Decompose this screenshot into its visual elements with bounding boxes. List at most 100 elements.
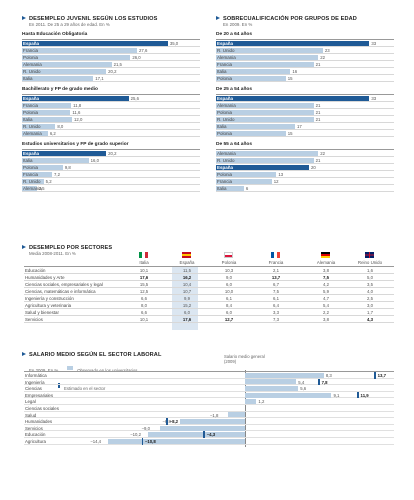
table-cell: 4,0 bbox=[367, 289, 373, 294]
bar bbox=[22, 164, 63, 171]
group-heading: Estudios universitarios y FP de grado su… bbox=[22, 142, 129, 147]
bar-row: Polonia 21 bbox=[216, 109, 394, 116]
table-row: Salud y bienestar 6,6 6,0 6,0 3,3 2,2 1,7 bbox=[24, 309, 394, 316]
bar-label: Alemania bbox=[217, 55, 236, 60]
bar-row: Alemania 21 bbox=[216, 102, 394, 109]
bar-row: Italia 16,0 bbox=[22, 157, 200, 164]
table-cell: 6,0 bbox=[226, 282, 232, 287]
bar-label: Italia bbox=[217, 124, 227, 129]
bar bbox=[216, 116, 314, 123]
bar bbox=[216, 164, 309, 171]
salary-row: Salud −1,8 bbox=[24, 412, 394, 419]
bar-value: 20,2 bbox=[108, 69, 117, 74]
bar bbox=[216, 102, 314, 109]
observed-value: 9,1 bbox=[333, 392, 340, 398]
table-row: Humanidades y Arte 17,6 16,2 9,0 13,7 7,5 5,0 bbox=[24, 274, 394, 281]
bar-group: De 20 a 64 años España 33 R. Unido 23 Alemani… bbox=[216, 32, 394, 82]
estimated-value: 11,9 bbox=[360, 392, 369, 398]
row-label: Servicios bbox=[25, 317, 43, 322]
bar bbox=[22, 171, 52, 178]
table-cell: 17,6 bbox=[139, 275, 149, 280]
row-label: Educación bbox=[25, 268, 46, 273]
bar-group: De 55 a 64 años Alemania 22 R. Unido 21 Españ… bbox=[216, 142, 394, 192]
bar bbox=[22, 40, 168, 47]
table-cell: 17,6 bbox=[182, 317, 192, 322]
bar-value: 9,8 bbox=[64, 165, 71, 170]
table-cell: 8,0 bbox=[141, 303, 147, 308]
bar bbox=[22, 130, 48, 137]
group-heading: Hasta Educación Obligatoria bbox=[22, 32, 88, 37]
sector-unemployment-subtitle: Media 2008-2011. En % bbox=[29, 251, 76, 256]
bar-row: R. Unido 21 bbox=[216, 116, 394, 123]
bar-value: 7,2 bbox=[54, 172, 60, 177]
bar bbox=[216, 178, 272, 185]
bar-value: 21 bbox=[315, 62, 321, 67]
table-row: Servicios 10,1 17,6 12,7 7,3 3,8 4,3 bbox=[24, 316, 394, 323]
bar-label: España bbox=[23, 41, 40, 46]
bar-row: Francia 12 bbox=[216, 178, 394, 185]
bar-value: 16,0 bbox=[90, 158, 100, 163]
bar bbox=[22, 102, 72, 109]
bar bbox=[216, 109, 314, 116]
bar-group: Hasta Educación Obligatoria España 35,0 Fra… bbox=[22, 32, 200, 82]
observed-value: 5,6 bbox=[300, 386, 307, 392]
bar bbox=[22, 178, 44, 185]
bar-value: 3,5 bbox=[38, 186, 45, 191]
group-heading: De 25 a 54 años bbox=[216, 87, 252, 92]
observed-bar bbox=[245, 379, 297, 385]
bar-label: Italia bbox=[217, 186, 227, 191]
bar-row: España 33 bbox=[216, 40, 394, 47]
group-rule bbox=[216, 149, 394, 150]
bar-row: España 25,6 bbox=[22, 95, 200, 102]
triangle-bullet-icon bbox=[22, 244, 26, 249]
bar-value: 6 bbox=[245, 186, 249, 191]
row-label: Ciencias, matemáticas e informática bbox=[25, 289, 96, 294]
row-label: Educación bbox=[25, 432, 46, 438]
estimated-marker bbox=[141, 438, 144, 445]
estimated-marker bbox=[374, 372, 376, 379]
bar-row: Polonia 9,8 bbox=[22, 164, 200, 171]
observed-bar bbox=[245, 385, 299, 391]
row-label: Salud y bienestar bbox=[25, 310, 59, 315]
bar bbox=[216, 54, 319, 61]
bar bbox=[216, 123, 295, 130]
row-label: Agricultura y veterinaria bbox=[25, 303, 72, 308]
table-cell: 5,0 bbox=[367, 275, 373, 280]
bar-group: De 25 a 54 años España 33 Alemania 21 Polonia… bbox=[216, 87, 394, 137]
bar bbox=[216, 47, 323, 54]
bar-row: España 20,2 bbox=[22, 150, 200, 157]
bar-label: R. Unido bbox=[217, 117, 235, 122]
salary-row: Ciencias sociales bbox=[24, 405, 394, 412]
bar-group: Estudios universitarios y FP de grado su… bbox=[22, 142, 200, 192]
salary-row: Educación −10,2 −4,3 bbox=[24, 431, 394, 438]
observed-value: −6,8 bbox=[162, 419, 171, 425]
salary-row: Legal 1,2 bbox=[24, 398, 394, 405]
bar-label: Francia bbox=[217, 62, 233, 67]
table-cell: 15,5 bbox=[139, 282, 149, 287]
bar-label: Italia bbox=[23, 76, 33, 81]
overqualification-title: SOBRECUALIFICACIÓN POR GRUPOS DE EDAD bbox=[216, 15, 394, 22]
bar-label: Polonia bbox=[217, 172, 233, 177]
estimated-marker bbox=[166, 418, 168, 425]
youth-unemployment-title: DESEMPLEO JUVENIL SEGÚN LOS ESTUDIOS bbox=[22, 15, 200, 22]
bar-row: Francia 27,6 bbox=[22, 47, 200, 54]
overqualification-section: SOBRECUALIFICACIÓN POR GRUPOS DE EDAD En… bbox=[216, 15, 394, 256]
bar-row: Polonia 15 bbox=[216, 75, 394, 82]
table-row: Ciencias sociales, empresariales y legal… bbox=[24, 281, 394, 288]
bar-value: 25,6 bbox=[130, 96, 140, 101]
bar-label: R. Unido bbox=[217, 158, 235, 163]
bar-label: España bbox=[217, 165, 234, 170]
table-cell: 2,2 bbox=[323, 310, 329, 315]
estimated-marker bbox=[318, 378, 320, 386]
bar-value: 8,0 bbox=[57, 124, 64, 129]
observed-bar bbox=[245, 372, 324, 378]
bar-row: R. Unido 20,2 bbox=[22, 68, 200, 75]
bar-value: 6,2 bbox=[49, 131, 56, 136]
table-row: Agricultura y veterinaria 8,0 15,2 8,4 6,4 5,… bbox=[24, 302, 394, 309]
bar bbox=[22, 185, 37, 192]
bar-row: España 20 bbox=[216, 164, 394, 171]
bar bbox=[22, 47, 137, 54]
bar-label: Italia bbox=[23, 117, 33, 122]
sector-unemployment-title: DESEMPLEO POR SECTORES bbox=[22, 244, 112, 251]
table-cell: 5,9 bbox=[323, 289, 329, 294]
